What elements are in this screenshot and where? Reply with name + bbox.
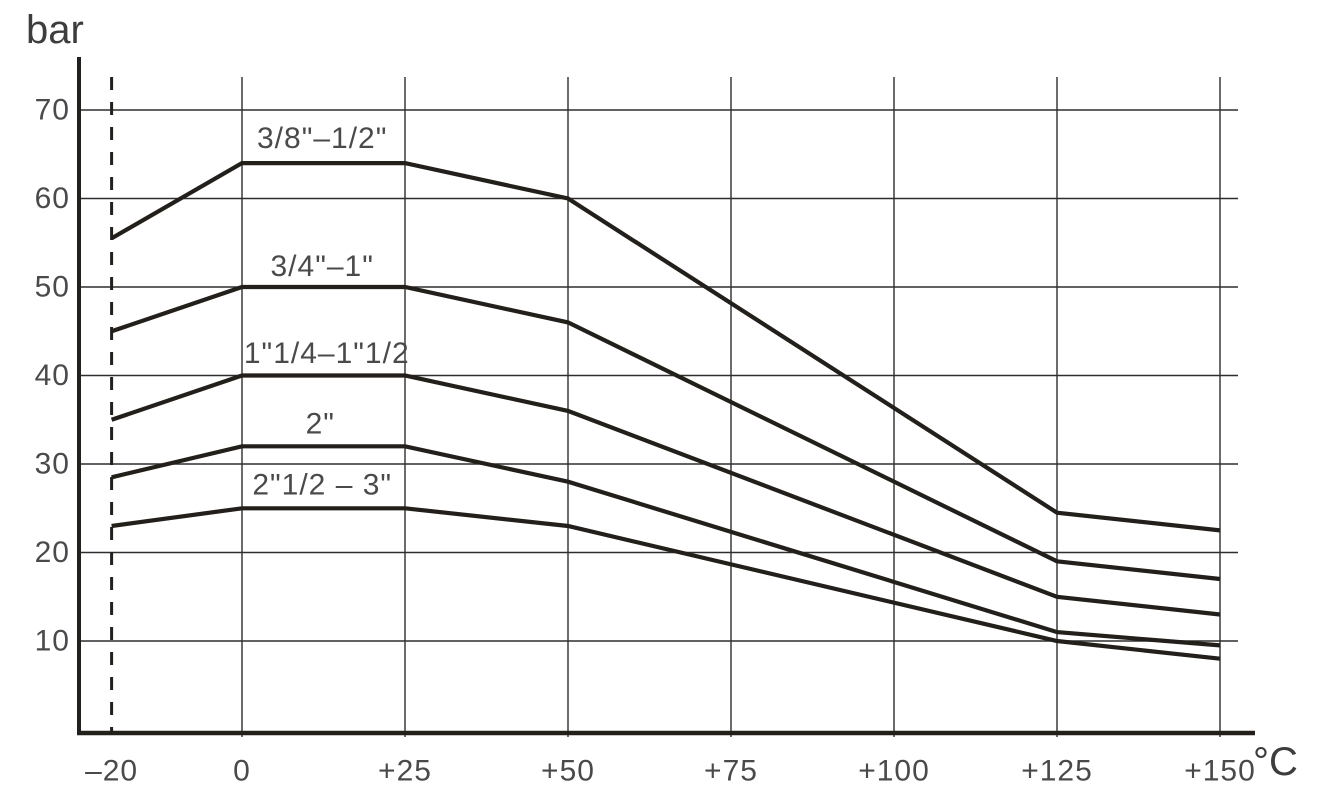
series-label-5: 2"1/2 – 3" [252, 469, 392, 502]
y-tick-label: 10 [35, 625, 70, 658]
x-axis-unit-label: °C [1253, 740, 1298, 784]
series-label-4: 2" [306, 408, 335, 441]
curve-5 [111, 506, 1221, 661]
series-label-2: 3/4"–1" [271, 250, 374, 283]
x-tick-label: +50 [541, 755, 595, 788]
grid [77, 77, 1238, 737]
x-tick-label: 0 [233, 755, 251, 788]
y-tick-label: 60 [35, 182, 70, 215]
curve-2 [110, 284, 1221, 582]
y-tick-label: 20 [35, 536, 70, 569]
x-tick-label: +25 [378, 755, 432, 788]
y-tick-label: 50 [35, 271, 70, 304]
series-label-1: 3/8"–1/2" [257, 122, 387, 155]
y-axis-unit-label: bar [26, 8, 84, 52]
series-label-3: 1"1/4–1"1/2 [244, 337, 410, 370]
x-tick-label: –20 [85, 755, 138, 788]
curve-3 [110, 373, 1221, 617]
x-tick-label: +150 [1184, 755, 1256, 788]
y-tick-label: 40 [35, 359, 70, 392]
curve-1 [110, 161, 1221, 533]
y-tick-label: 30 [35, 448, 70, 481]
tick-labels: 10 20 30 40 50 60 70 –20 0 +25 +50 +75 +100 +125 +150 [35, 94, 1256, 788]
x-tick-label: +125 [1021, 755, 1093, 788]
y-tick-label: 70 [35, 94, 70, 127]
curve-4 [111, 444, 1221, 648]
x-tick-label: +75 [704, 755, 758, 788]
x-tick-label: +100 [858, 755, 930, 788]
